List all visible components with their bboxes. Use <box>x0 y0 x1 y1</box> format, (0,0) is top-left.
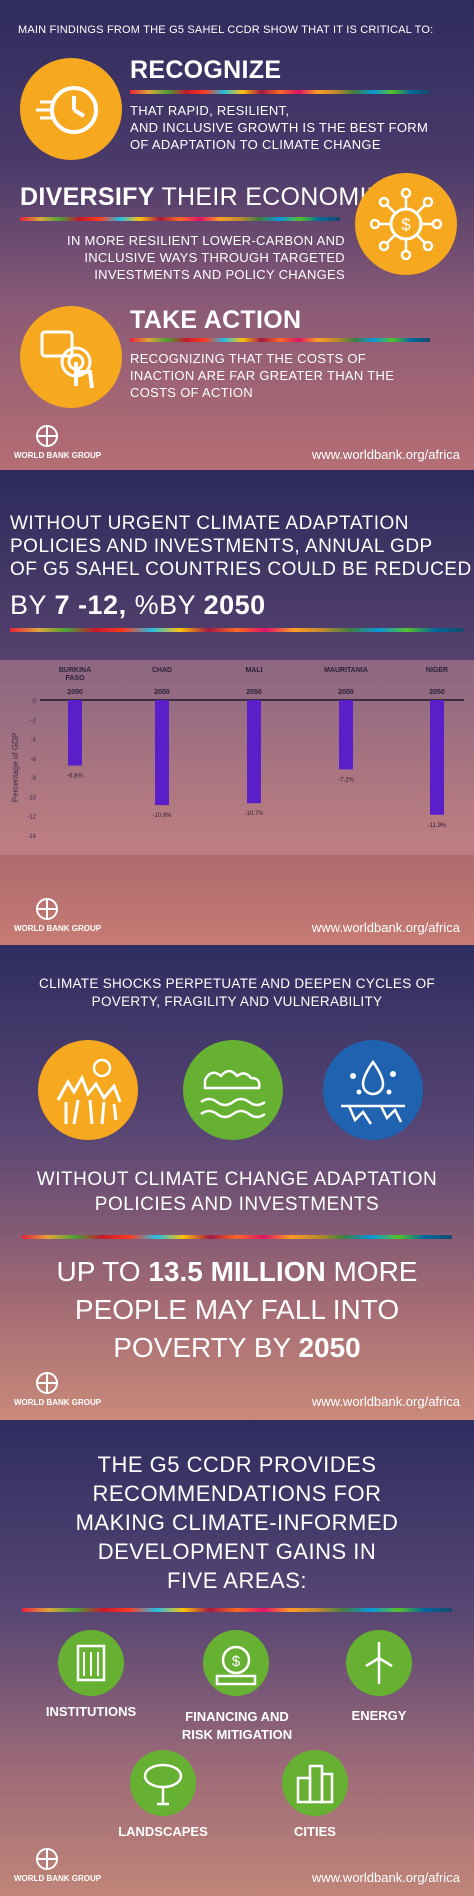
svg-text:$: $ <box>232 1653 241 1670</box>
category-year-label: 2050 <box>338 689 354 696</box>
flood-icon <box>183 1040 283 1140</box>
diversify-text: IN MORE RESILIENT LOWER-CARBON AND INCLU… <box>67 233 345 282</box>
data-label: -6.8% <box>67 774 83 780</box>
bar <box>247 700 261 804</box>
water-crisis-icon <box>323 1040 423 1140</box>
y-tick-label: -10 <box>27 795 36 801</box>
category-year-label: 2050 <box>154 689 170 696</box>
category-year-label: 2050 <box>246 689 262 696</box>
intro-text: MAIN FINDINGS FROM THE G5 SAHEL CCDR SHO… <box>18 24 434 36</box>
category-label: MAURITANIA <box>324 667 368 674</box>
svg-text:$: $ <box>401 215 411 234</box>
y-tick-label: -2 <box>31 718 37 724</box>
website-link[interactable]: www.worldbank.org/africa <box>311 920 460 935</box>
poverty-panel: CLIMATE SHOCKS PERPETUATE AND DEEPEN CYC… <box>0 945 474 1420</box>
rainbow-divider <box>22 1608 452 1612</box>
building-icon <box>58 1630 124 1696</box>
y-axis-label: Percentage of GDP <box>11 733 20 802</box>
area-institutions-label: INSTITUTIONS <box>45 1704 137 1719</box>
gdp-intro: WITHOUT URGENT CLIMATE ADAPTATION POLICI… <box>10 513 472 580</box>
take-action-title: TAKE ACTION <box>130 306 302 334</box>
drought-icon <box>38 1040 138 1140</box>
findings-panel: MAIN FINDINGS FROM THE G5 SAHEL CCDR SHO… <box>0 0 474 470</box>
data-label: -10.9% <box>152 813 172 819</box>
tree-icon <box>130 1750 196 1816</box>
adaptation-text: WITHOUT CLIMATE CHANGE ADAPTATION POLICI… <box>36 1169 438 1215</box>
recognize-title: RECOGNIZE <box>130 56 282 84</box>
recommendations-panel: THE G5 CCDR PROVIDES RECOMMENDATIONS FOR… <box>0 1420 474 1896</box>
area-energy-label: ENERGY <box>351 1708 407 1723</box>
city-icon <box>282 1750 348 1816</box>
category-label: MALI <box>245 667 262 674</box>
y-tick-label: -14 <box>27 834 36 840</box>
shocks-text: CLIMATE SHOCKS PERPETUATE AND DEEPEN CYC… <box>39 976 435 1009</box>
globe-icon <box>36 1848 58 1870</box>
rainbow-divider <box>130 90 430 94</box>
y-tick-label: -6 <box>31 757 37 763</box>
money-icon: $ <box>203 1630 269 1696</box>
y-tick-label: -8 <box>31 776 37 782</box>
website-link[interactable]: www.worldbank.org/africa <box>311 1870 460 1885</box>
y-tick-label: -12 <box>27 815 36 821</box>
recognize-text: THAT RAPID, RESILIENT, AND INCLUSIVE GRO… <box>130 103 429 152</box>
gdp-chart: Percentage of GDP 0 -2 -4 -6 -8 -10 -12 -14 BURKI… <box>0 660 474 855</box>
category-year-label: 2050 <box>429 689 445 696</box>
recommendations-text: THE G5 CCDR PROVIDES RECOMMENDATIONS FOR… <box>75 1452 399 1593</box>
rainbow-divider <box>130 338 430 342</box>
category-label: NIGER <box>426 667 448 674</box>
dollar-network-icon: $ <box>355 173 457 275</box>
website-link[interactable]: www.worldbank.org/africa <box>311 1394 460 1409</box>
y-tick-label: -4 <box>31 738 37 744</box>
diversify-title: DIVERSIFY THEIR ECONOMIES <box>20 183 401 211</box>
data-label: -11.9% <box>428 823 447 829</box>
speed-clock-icon <box>20 58 122 160</box>
globe-icon <box>36 1372 58 1394</box>
hand-pointer-icon <box>20 306 122 408</box>
globe-icon <box>36 425 58 447</box>
take-action-text: RECOGNIZING THAT THE COSTS OF INACTION A… <box>130 351 395 400</box>
category-label: CHAD <box>152 667 172 674</box>
category-label: BURKINA <box>59 667 91 674</box>
rainbow-divider <box>22 1235 452 1239</box>
globe-icon <box>36 898 58 920</box>
data-label: -7.2% <box>338 777 354 783</box>
area-landscapes-label: LANDSCAPES <box>118 1824 208 1839</box>
website-link[interactable]: www.worldbank.org/africa <box>311 447 460 462</box>
bar <box>339 700 353 770</box>
wind-turbine-icon <box>346 1630 412 1696</box>
area-financing-label: FINANCING AND RISK MITIGATION <box>181 1709 293 1742</box>
poverty-headline: UP TO 13.5 MILLION MORE PEOPLE MAY FALL … <box>56 1256 418 1363</box>
gdp-chart-svg: Percentage of GDP 0 -2 -4 -6 -8 -10 -12 -14 BURKI… <box>11 667 464 840</box>
gdp-panel: WITHOUT URGENT CLIMATE ADAPTATION POLICI… <box>0 470 474 945</box>
category-year-label: 2050 <box>67 689 83 696</box>
data-label: -10.7% <box>244 811 264 817</box>
bar <box>155 700 169 806</box>
gdp-headline: BY 7 -12, %BY 2050 <box>10 590 266 620</box>
y-tick-label: 0 <box>33 699 37 705</box>
rainbow-divider <box>20 217 340 221</box>
category-label: FASO <box>65 675 85 682</box>
rainbow-divider <box>10 628 464 632</box>
area-cities-label: CITIES <box>294 1824 336 1839</box>
bar <box>68 700 82 766</box>
bar <box>430 700 444 815</box>
